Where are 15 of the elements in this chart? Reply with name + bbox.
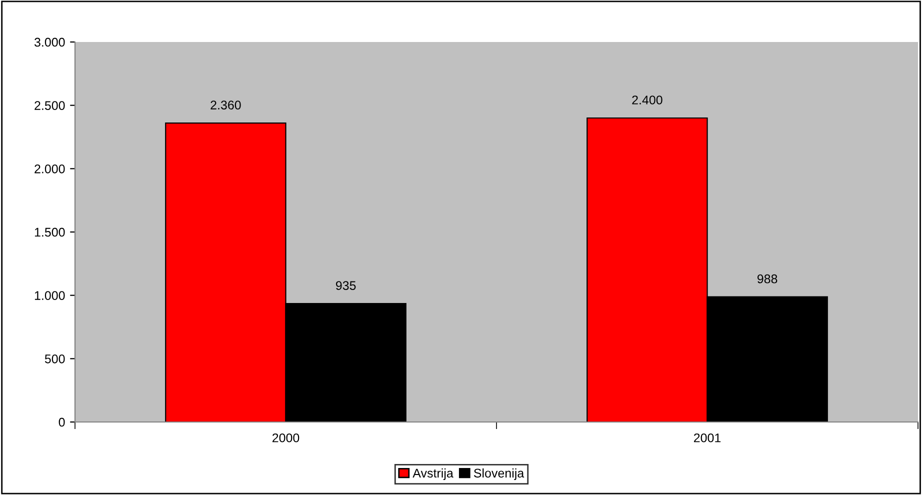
y-tick-label: 0	[58, 418, 65, 427]
y-tick-label: 500	[44, 354, 65, 364]
x-tick-label: 2001	[694, 433, 721, 442]
data-label: 988	[757, 274, 778, 284]
data-label: 2.400	[632, 96, 662, 104]
y-tick-label: 2.000	[34, 164, 65, 174]
y-tick-label: 3.000	[34, 38, 65, 47]
y-tick-label: 1.000	[34, 291, 65, 300]
legend-label: Slovenija	[474, 468, 524, 480]
y-tick-label: 1.500	[34, 228, 65, 237]
x-tick-label: 2000	[272, 433, 300, 442]
y-tick-label: 2.500	[34, 101, 65, 110]
data-label: 2.360	[210, 100, 241, 110]
data-label: 935	[336, 281, 356, 290]
legend-label: Avstrija	[412, 468, 454, 480]
